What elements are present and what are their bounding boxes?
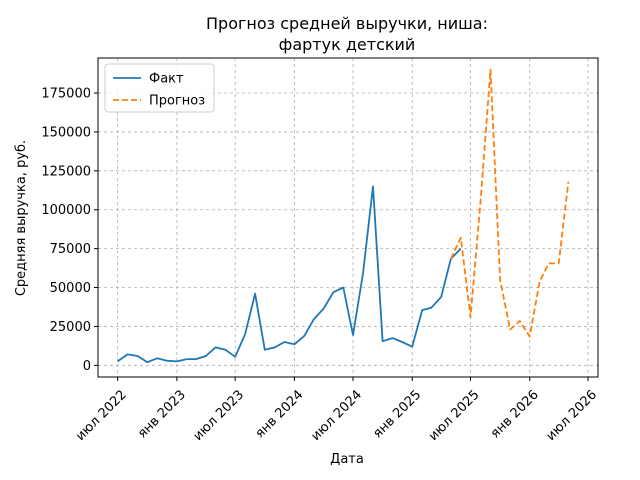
chart-title-line-2: фартук детский [279, 35, 416, 54]
legend-label: Прогноз [149, 94, 205, 109]
chart-title-line-1: Прогноз средней выручки, ниша: [206, 14, 488, 33]
y-tick-label: 100000 [41, 203, 91, 218]
series-layer [117, 68, 570, 364]
y-tick-label: 50000 [50, 281, 91, 296]
y-axis-label: Средняя выручка, руб. [14, 140, 29, 296]
series-line-forecast [450, 68, 570, 338]
x-axis-label: Дата [330, 452, 364, 467]
legend: Факт Прогноз [104, 63, 215, 113]
y-tick-label: 125000 [41, 164, 91, 179]
y-tick-label: 175000 [41, 87, 91, 102]
legend-label: Факт [149, 72, 184, 87]
grid [98, 58, 598, 377]
y-tick-label: 75000 [50, 242, 91, 257]
chart-title: Прогноз средней выручки, ниша: фартук де… [206, 14, 488, 54]
y-tick-label: 0 [83, 359, 91, 374]
y-tick-label: 150000 [41, 125, 91, 140]
plot-frame [97, 57, 599, 378]
series-line-actual [117, 185, 462, 364]
y-tick-label: 25000 [50, 320, 91, 335]
